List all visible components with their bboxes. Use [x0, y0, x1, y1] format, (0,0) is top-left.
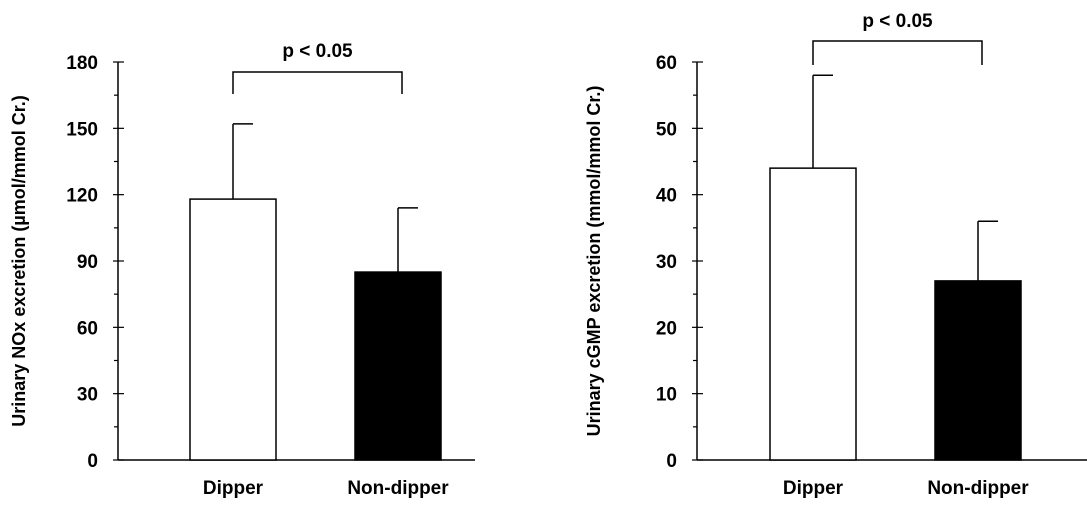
y-tick-label: 90: [77, 252, 98, 273]
y-tick-label: 30: [656, 252, 677, 273]
y-tick-label: 0: [666, 451, 677, 472]
x-category-label: Non-dipper: [927, 478, 1029, 499]
bar-dipper: [189, 198, 277, 461]
bar-non-dipper: [934, 280, 1022, 461]
cgmp-chart: 0 10 20 30 40 50 60 Urinary cGMP excretion (mmo…: [584, 11, 1087, 499]
bar-non-dipper: [354, 271, 442, 461]
significance-label: p < 0.05: [862, 11, 933, 32]
y-tick-label: 40: [656, 186, 677, 207]
y-tick-label: 180: [66, 53, 98, 74]
y-axis-label: Urinary cGMP excretion (mmol/mmol Cr.): [584, 86, 604, 437]
y-tick-label: 10: [656, 385, 677, 406]
y-tick-label: 60: [77, 318, 98, 339]
significance-bracket: [812, 40, 983, 65]
y-tick-label: 50: [656, 119, 677, 140]
y-tick-label: 30: [77, 385, 98, 406]
bar-dipper: [769, 167, 857, 461]
x-category-label: Dipper: [203, 478, 264, 499]
x-category-label: Non-dipper: [347, 478, 449, 499]
y-axis-label: Urinary NOx excretion (µmol/mmol Cr.): [9, 95, 29, 426]
y-tick-label: 150: [66, 119, 98, 140]
y-tick-label: 60: [656, 53, 677, 74]
y-tick-label: 120: [66, 186, 98, 207]
y-tick-label: 20: [656, 318, 677, 339]
y-tick-label: 0: [87, 451, 98, 472]
x-category-label: Dipper: [783, 478, 844, 499]
nox-chart: 0 30 60 90 120 150 180 Urinary NOx excretion (µ…: [9, 41, 475, 499]
significance-label: p < 0.05: [282, 41, 353, 62]
significance-bracket: [232, 71, 403, 94]
